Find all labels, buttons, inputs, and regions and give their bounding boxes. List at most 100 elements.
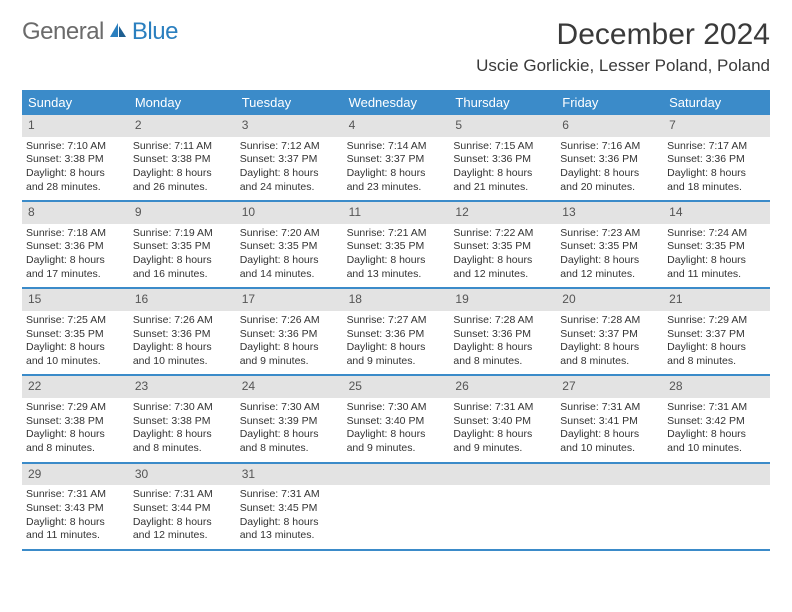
day-cell: 26Sunrise: 7:31 AMSunset: 3:40 PMDayligh…	[449, 376, 556, 461]
day-cell: 3Sunrise: 7:12 AMSunset: 3:37 PMDaylight…	[236, 115, 343, 200]
day-body: Sunrise: 7:19 AMSunset: 3:35 PMDaylight:…	[129, 224, 236, 288]
daylight-line-2: and 18 minutes.	[667, 181, 766, 195]
day-body: Sunrise: 7:20 AMSunset: 3:35 PMDaylight:…	[236, 224, 343, 288]
daylight-line-1: Daylight: 8 hours	[560, 428, 659, 442]
daylight-line-2: and 8 minutes.	[133, 442, 232, 456]
day-number: 20	[556, 289, 663, 311]
sunrise-line: Sunrise: 7:31 AM	[133, 488, 232, 502]
day-cell: 21Sunrise: 7:29 AMSunset: 3:37 PMDayligh…	[663, 289, 770, 374]
day-body	[449, 485, 556, 533]
week-row: 8Sunrise: 7:18 AMSunset: 3:36 PMDaylight…	[22, 202, 770, 289]
weekday-header: Friday	[556, 90, 663, 115]
day-number: 4	[343, 115, 450, 137]
sunrise-line: Sunrise: 7:19 AM	[133, 227, 232, 241]
day-cell: 22Sunrise: 7:29 AMSunset: 3:38 PMDayligh…	[22, 376, 129, 461]
logo: GeneralBlue	[22, 18, 178, 46]
daylight-line-1: Daylight: 8 hours	[560, 167, 659, 181]
daylight-line-1: Daylight: 8 hours	[133, 254, 232, 268]
sunset-line: Sunset: 3:35 PM	[26, 328, 125, 342]
day-number: 14	[663, 202, 770, 224]
daylight-line-2: and 13 minutes.	[347, 268, 446, 282]
day-number: 29	[22, 464, 129, 486]
sunset-line: Sunset: 3:38 PM	[133, 415, 232, 429]
day-number: 5	[449, 115, 556, 137]
day-cell: 18 Sunrise: 7:27 AMSunset: 3:36 PMDayligh…	[343, 289, 450, 374]
daylight-line-1: Daylight: 8 hours	[26, 341, 125, 355]
day-number: 18	[343, 289, 450, 311]
day-cell: 1Sunrise: 7:10 AMSunset: 3:38 PMDaylight…	[22, 115, 129, 200]
sunrise-line: Sunrise: 7:12 AM	[240, 140, 339, 154]
day-number: 2	[129, 115, 236, 137]
day-cell: 4Sunrise: 7:14 AMSunset: 3:37 PMDaylight…	[343, 115, 450, 200]
day-body: Sunrise: 7:31 AMSunset: 3:44 PMDaylight:…	[129, 485, 236, 549]
daylight-line-1: Daylight: 8 hours	[347, 341, 446, 355]
day-body	[556, 485, 663, 533]
day-body: Sunrise: 7:31 AMSunset: 3:43 PMDaylight:…	[22, 485, 129, 549]
sunrise-line: Sunrise: 7:27 AM	[347, 314, 446, 328]
sunrise-line: Sunrise: 7:30 AM	[347, 401, 446, 415]
day-number: 15	[22, 289, 129, 311]
day-cell: 29Sunrise: 7:31 AMSunset: 3:43 PMDayligh…	[22, 464, 129, 549]
sunset-line: Sunset: 3:35 PM	[347, 240, 446, 254]
sunrise-line: Sunrise: 7:29 AM	[667, 314, 766, 328]
day-body: Sunrise: 7:24 AMSunset: 3:35 PMDaylight:…	[663, 224, 770, 288]
day-number: 11	[343, 202, 450, 224]
logo-text-1: General	[22, 18, 104, 46]
day-cell: 9Sunrise: 7:19 AMSunset: 3:35 PMDaylight…	[129, 202, 236, 287]
daylight-line-1: Daylight: 8 hours	[347, 167, 446, 181]
sunset-line: Sunset: 3:36 PM	[26, 240, 125, 254]
daylight-line-2: and 26 minutes.	[133, 181, 232, 195]
location-subtitle: Uscie Gorlickie, Lesser Poland, Poland	[476, 56, 770, 76]
sunset-line: Sunset: 3:38 PM	[26, 415, 125, 429]
sunrise-line: Sunrise: 7:31 AM	[26, 488, 125, 502]
daylight-line-1: Daylight: 8 hours	[453, 167, 552, 181]
daylight-line-2: and 23 minutes.	[347, 181, 446, 195]
day-cell: 12Sunrise: 7:22 AMSunset: 3:35 PMDayligh…	[449, 202, 556, 287]
page-header: GeneralBlue December 2024 Uscie Gorlicki…	[22, 18, 770, 76]
day-body: Sunrise: 7:15 AMSunset: 3:36 PMDaylight:…	[449, 137, 556, 201]
weekday-header: Tuesday	[236, 90, 343, 115]
daylight-line-1: Daylight: 8 hours	[240, 167, 339, 181]
day-body: Sunrise: 7:26 AMSunset: 3:36 PMDaylight:…	[129, 311, 236, 375]
empty-cell	[343, 464, 450, 549]
daylight-line-1: Daylight: 8 hours	[133, 428, 232, 442]
daylight-line-2: and 14 minutes.	[240, 268, 339, 282]
weekday-header: Wednesday	[343, 90, 450, 115]
sunrise-line: Sunrise: 7:10 AM	[26, 140, 125, 154]
sunset-line: Sunset: 3:36 PM	[347, 328, 446, 342]
daylight-line-2: and 8 minutes.	[240, 442, 339, 456]
day-body: Sunrise: 7:18 AMSunset: 3:36 PMDaylight:…	[22, 224, 129, 288]
day-cell: 24Sunrise: 7:30 AMSunset: 3:39 PMDayligh…	[236, 376, 343, 461]
day-number	[449, 464, 556, 486]
daylight-line-1: Daylight: 8 hours	[240, 428, 339, 442]
day-body: Sunrise: 7:23 AMSunset: 3:35 PMDaylight:…	[556, 224, 663, 288]
daylight-line-2: and 11 minutes.	[667, 268, 766, 282]
daylight-line-2: and 16 minutes.	[133, 268, 232, 282]
daylight-line-1: Daylight: 8 hours	[26, 167, 125, 181]
daylight-line-2: and 24 minutes.	[240, 181, 339, 195]
day-number: 7	[663, 115, 770, 137]
sunrise-line: Sunrise: 7:22 AM	[453, 227, 552, 241]
day-number	[343, 464, 450, 486]
day-number: 6	[556, 115, 663, 137]
sunrise-line: Sunrise: 7:26 AM	[133, 314, 232, 328]
daylight-line-1: Daylight: 8 hours	[347, 254, 446, 268]
daylight-line-1: Daylight: 8 hours	[26, 428, 125, 442]
sunrise-line: Sunrise: 7:24 AM	[667, 227, 766, 241]
day-number: 22	[22, 376, 129, 398]
sunrise-line: Sunrise: 7:28 AM	[453, 314, 552, 328]
sunrise-line: Sunrise: 7:20 AM	[240, 227, 339, 241]
daylight-line-1: Daylight: 8 hours	[453, 341, 552, 355]
sunset-line: Sunset: 3:37 PM	[240, 153, 339, 167]
day-body: Sunrise: 7:31 AMSunset: 3:40 PMDaylight:…	[449, 398, 556, 462]
day-cell: 11Sunrise: 7:21 AMSunset: 3:35 PMDayligh…	[343, 202, 450, 287]
sunrise-line: Sunrise: 7:25 AM	[26, 314, 125, 328]
day-number: 8	[22, 202, 129, 224]
title-block: December 2024 Uscie Gorlickie, Lesser Po…	[476, 18, 770, 76]
daylight-line-2: and 12 minutes.	[453, 268, 552, 282]
day-number: 10	[236, 202, 343, 224]
day-body: Sunrise: 7:14 AMSunset: 3:37 PMDaylight:…	[343, 137, 450, 201]
day-cell: 25Sunrise: 7:30 AMSunset: 3:40 PMDayligh…	[343, 376, 450, 461]
daylight-line-1: Daylight: 8 hours	[240, 254, 339, 268]
daylight-line-2: and 9 minutes.	[347, 442, 446, 456]
